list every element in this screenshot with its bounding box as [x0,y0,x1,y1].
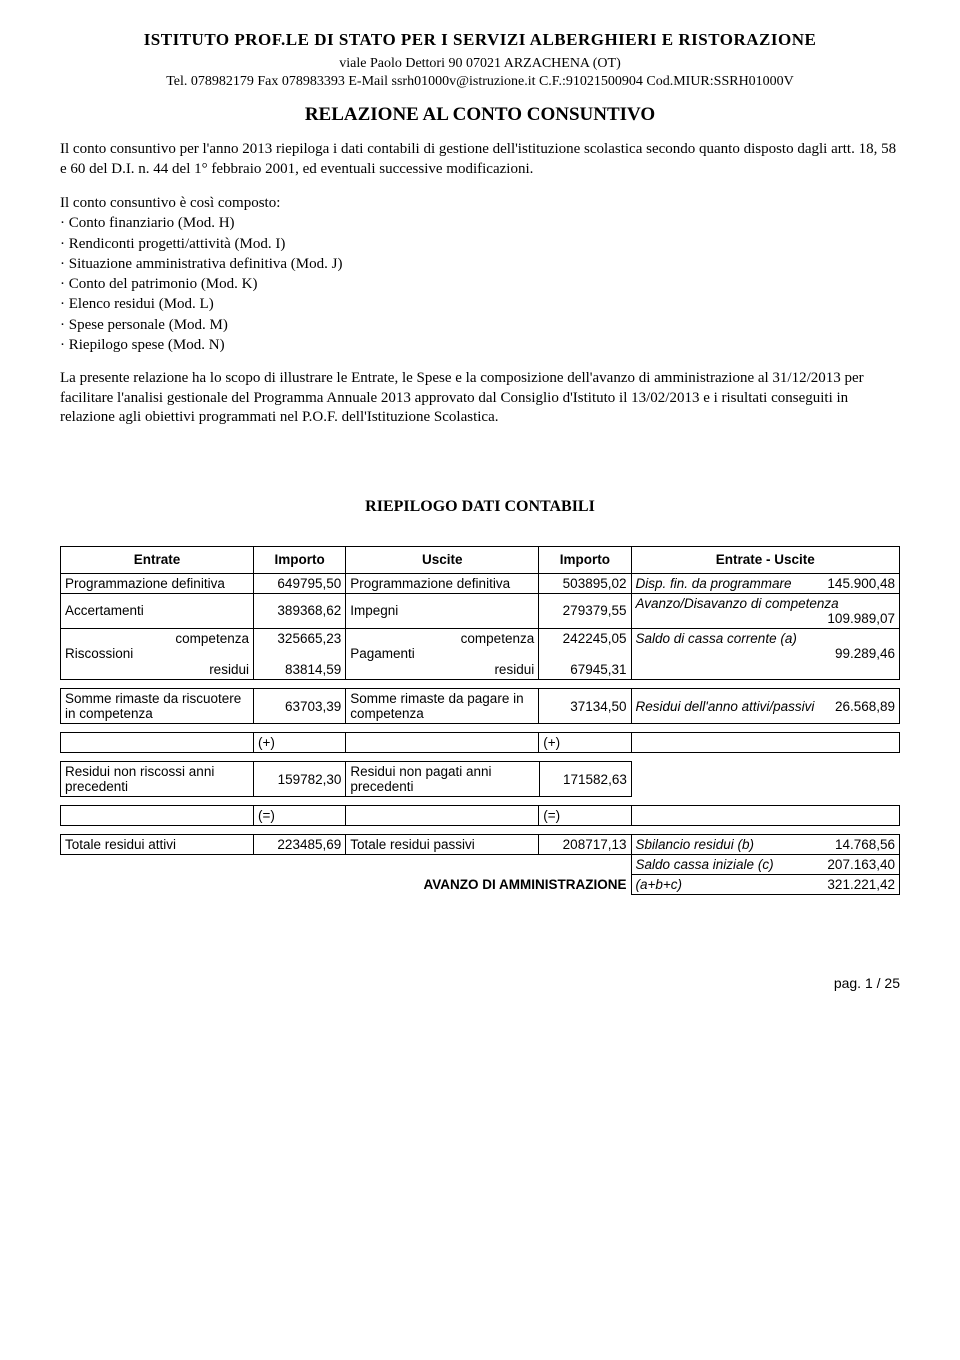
cell-label: Accertamenti [61,593,254,628]
complist-intro: Il conto consuntivo è così composto: [60,193,900,213]
symbol-row-eq: (=) (=) [60,805,900,826]
symbol-plus: (+) [253,733,345,753]
cell-label: Programmazione definitiva [61,573,254,593]
table-row: Accertamenti 389368,62 Impegni 279379,55… [61,593,900,628]
th-diff: Entrate - Uscite [631,546,900,573]
cell-label: Residui non riscossi anni precedenti [61,762,254,797]
cell-value: 649795,50 [253,573,345,593]
cell-value: 63703,39 [253,689,345,724]
cell-value: 171582,63 [539,762,631,797]
cell-value: 325665,23 83814,59 [253,628,345,680]
page-footer: pag. 1 / 25 [60,975,900,991]
cell-label: Programmazione definitiva [346,573,539,593]
cell-value: 279379,55 [539,593,631,628]
section-title: RIEPILOGO DATI CONTABILI [60,498,900,516]
symbol-row-plus: (+) (+) [60,732,900,753]
cell-label: Somme rimaste da pagare in competenza [346,689,539,724]
complist-item: · Elenco residui (Mod. L) [60,294,900,314]
table-row: Residui non riscossi anni precedenti 159… [61,762,901,797]
cell-label: Residui non pagati anni precedenti [346,762,539,797]
document-title: RELAZIONE AL CONTO CONSUNTIVO [60,104,900,126]
complist-item: · Riepilogo spese (Mod. N) [60,335,900,355]
address-line2: Tel. 078982179 Fax 078983393 E-Mail ssrh… [60,74,900,90]
complist-item: · Situazione amministrativa definitiva (… [60,254,900,274]
cell-diff: (a+b+c)321.221,42 [631,875,900,895]
intro-paragraph: Il conto consuntivo per l'anno 2013 riep… [60,140,900,179]
table-row: Programmazione definitiva 649795,50 Prog… [61,573,900,593]
complist-item: · Rendiconti progetti/attività (Mod. I) [60,234,900,254]
summary-table-4: Totale residui attivi 223485,69 Totale r… [60,834,900,895]
summary-table-1: Entrate Importo Uscite Importo Entrate -… [60,546,900,681]
table-row: Somme rimaste da riscuotere in competenz… [61,689,900,724]
cell-diff: Avanzo/Disavanzo di competenza109.989,07 [631,593,900,628]
cell-value: 208717,13 [539,835,631,855]
complist-item: · Spese personale (Mod. M) [60,315,900,335]
symbol-eq: (=) [253,806,345,826]
avanzo-label: AVANZO DI AMMINISTRAZIONE [346,875,631,895]
cell-value: 159782,30 [254,762,346,797]
cell-value: 223485,69 [253,835,345,855]
cell-label: competenza Riscossioni residui [61,628,254,680]
institution-name: ISTITUTO PROF.LE DI STATO PER I SERVIZI … [60,30,900,50]
summary-table-3: Residui non riscossi anni precedenti 159… [60,761,900,797]
cell-diff: Sbilancio residui (b)14.768,56 [631,835,900,855]
cell-value: 37134,50 [539,689,631,724]
cell-label: Impegni [346,593,539,628]
complist-item: · Conto del patrimonio (Mod. K) [60,274,900,294]
cell-value: 389368,62 [253,593,345,628]
table-row: Saldo cassa iniziale (c)207.163,40 [61,855,900,875]
scope-paragraph: La presente relazione ha lo scopo di ill… [60,369,900,428]
table-row: competenza Riscossioni residui 325665,23… [61,628,900,680]
th-importo2: Importo [539,546,631,573]
th-importo1: Importo [253,546,345,573]
summary-table-2: Somme rimaste da riscuotere in competenz… [60,688,900,724]
cell-label: Totale residui passivi [346,835,539,855]
cell-diff: Saldo di cassa corrente (a) 99.289,46 [631,628,900,680]
cell-diff: Residui dell'anno attivi/passivi26.568,8… [631,689,900,724]
cell-diff: Disp. fin. da programmare145.900,48 [631,573,900,593]
cell-label: competenza Pagamenti residui [346,628,539,680]
symbol-eq: (=) [539,806,631,826]
th-entrate: Entrate [61,546,254,573]
cell-label: Totale residui attivi [61,835,254,855]
symbol-plus: (+) [539,733,631,753]
composition-list: Il conto consuntivo è così composto: · C… [60,193,900,355]
complist-item: · Conto finanziario (Mod. H) [60,213,900,233]
th-uscite: Uscite [346,546,539,573]
cell-value: 503895,02 [539,573,631,593]
avanzo-row: AVANZO DI AMMINISTRAZIONE (a+b+c)321.221… [61,875,900,895]
cell-value: 242245,05 67945,31 [539,628,631,680]
address-line1: viale Paolo Dettori 90 07021 ARZACHENA (… [60,56,900,72]
table-row: Totale residui attivi 223485,69 Totale r… [61,835,900,855]
cell-label: Somme rimaste da riscuotere in competenz… [61,689,254,724]
cell-diff: Saldo cassa iniziale (c)207.163,40 [631,855,900,875]
table-header-row: Entrate Importo Uscite Importo Entrate -… [61,546,900,573]
